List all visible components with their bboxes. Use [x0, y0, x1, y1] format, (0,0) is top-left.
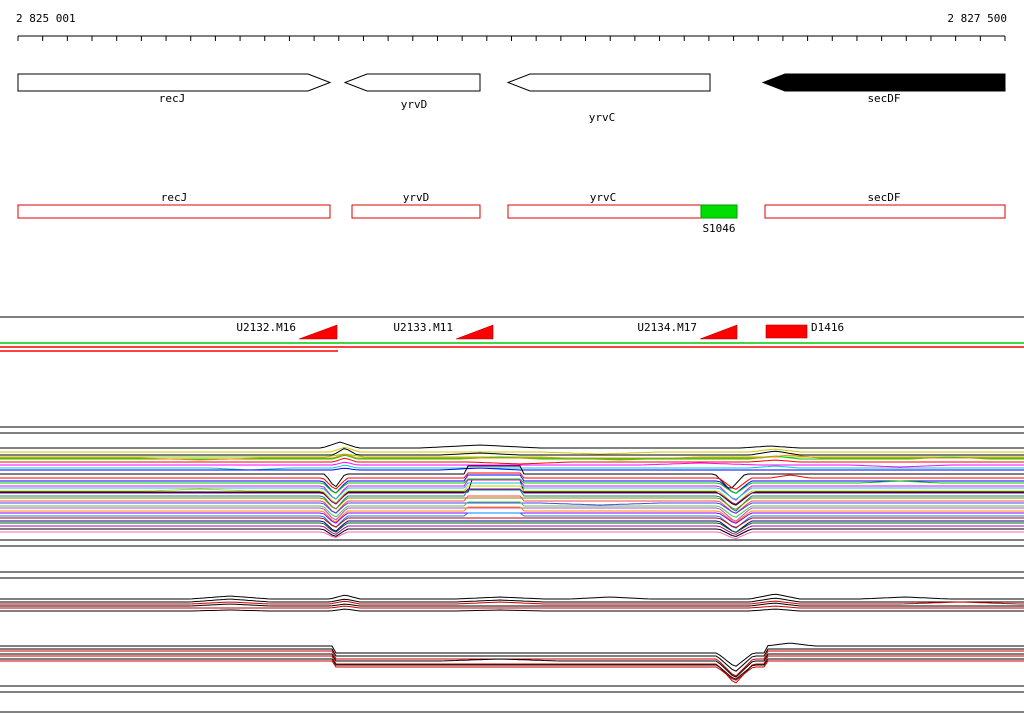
- ruler-end-label: 2 827 500: [947, 12, 1007, 25]
- profile-line: [0, 517, 1024, 528]
- segment-label: secDF: [867, 191, 900, 204]
- profile-line: [0, 448, 1024, 456]
- profile-line: [0, 502, 1024, 514]
- profile-line: [0, 446, 1024, 455]
- profile-line: [0, 602, 1024, 607]
- profile-line: [0, 465, 1024, 489]
- gene-arrow-yrvD[interactable]: [343, 73, 481, 92]
- feature-label: U2133.M11: [393, 321, 453, 334]
- profile-line: [0, 531, 1024, 540]
- gene-label: secDF: [867, 92, 900, 105]
- profile-line: [0, 474, 1024, 494]
- sub-segment-label: S1046: [702, 222, 735, 235]
- profile-line: [0, 660, 1024, 681]
- profile-line: [0, 453, 1024, 461]
- profile-line: [0, 522, 1024, 533]
- profile-line: [0, 507, 1024, 522]
- profile-line: [0, 512, 1024, 529]
- gene-label: yrvD: [401, 98, 428, 111]
- profile-line: [0, 461, 1024, 468]
- profile-line: [0, 653, 1024, 678]
- gene-label: recJ: [159, 92, 186, 105]
- profile-line: [0, 608, 1024, 612]
- profile-line: [0, 658, 1024, 680]
- profile-line: [0, 464, 1024, 471]
- profile-line: [0, 482, 1024, 500]
- profile-line: [0, 655, 1024, 684]
- profile-line: [0, 600, 1024, 605]
- profile-line: [0, 497, 1024, 510]
- profile-line: [0, 648, 1024, 672]
- profile-line: [0, 479, 1024, 501]
- profile-line: [0, 506, 1024, 523]
- profile-line: [0, 472, 1024, 490]
- segment-label: yrvD: [403, 191, 430, 204]
- gene-arrow-recJ[interactable]: [17, 73, 332, 92]
- ruler-start-label: 2 825 001: [16, 12, 76, 25]
- feature-label: D1416: [811, 321, 844, 334]
- profile-line: [0, 453, 1024, 461]
- profile-line: [0, 489, 1024, 512]
- feature-label: U2134.M17: [637, 321, 697, 334]
- profile-line: [0, 485, 1024, 505]
- profile-line: [0, 642, 1024, 667]
- profile-line: [0, 605, 1024, 609]
- gene-arrow-yrvC[interactable]: [506, 73, 711, 92]
- profile-line: [0, 457, 1024, 465]
- promoter-ramp-U2133.M11[interactable]: [455, 324, 494, 340]
- segment-secDF[interactable]: [764, 204, 1006, 219]
- segment-yrvD[interactable]: [351, 204, 481, 219]
- profile-line: [0, 467, 1024, 471]
- segment-label: recJ: [161, 191, 188, 204]
- promoter-ramp-U2132.M16[interactable]: [298, 324, 338, 340]
- profile-line: [0, 501, 1024, 518]
- profile-line: [0, 495, 1024, 514]
- promoter-ramp-U2134.M17[interactable]: [699, 324, 738, 340]
- profile-line: [0, 528, 1024, 538]
- gene-arrow-secDF[interactable]: [761, 73, 1006, 92]
- profile-line: [0, 478, 1024, 494]
- profile-line: [0, 520, 1024, 533]
- terminator-block-D1416[interactable]: [765, 324, 808, 339]
- segment-recJ[interactable]: [17, 204, 331, 219]
- gene-label: yrvC: [589, 111, 616, 124]
- segment-S1046[interactable]: [700, 204, 738, 219]
- feature-label: U2132.M16: [236, 321, 296, 334]
- profile-line: [0, 593, 1024, 600]
- profile-line: [0, 441, 1024, 449]
- profile-line: [0, 488, 1024, 505]
- profile-line: [0, 525, 1024, 535]
- profile-line: [0, 597, 1024, 603]
- segment-label: yrvC: [590, 191, 617, 204]
